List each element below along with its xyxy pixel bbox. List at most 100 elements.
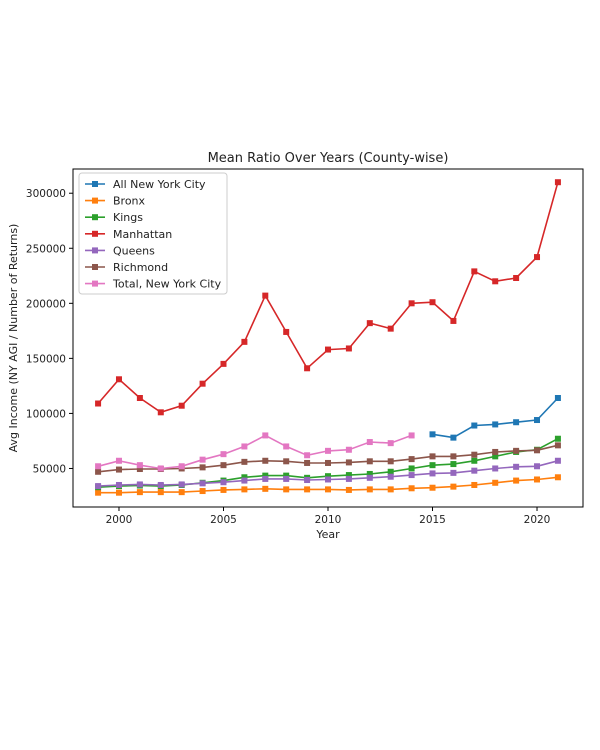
data-point — [492, 278, 499, 285]
legend-label: All New York City — [113, 178, 206, 191]
data-point — [241, 458, 248, 465]
data-point — [95, 463, 102, 470]
data-point — [366, 470, 373, 477]
data-point — [220, 360, 227, 367]
series-4 — [95, 457, 561, 490]
chart-title: Mean Ratio Over Years (County-wise) — [208, 151, 449, 166]
legend-label: Total, New York City — [112, 278, 222, 291]
data-point — [325, 459, 331, 466]
data-point — [241, 477, 248, 484]
data-point — [345, 345, 352, 352]
data-point — [283, 472, 290, 479]
legend-marker — [92, 214, 98, 221]
data-point — [554, 442, 561, 449]
data-point — [199, 480, 206, 487]
y-tick-label: 50000 — [33, 463, 66, 475]
x-tick-label: 2000 — [106, 514, 133, 526]
data-point — [345, 486, 352, 493]
data-point — [450, 434, 457, 441]
data-point — [554, 457, 561, 464]
data-point — [534, 463, 541, 470]
data-point — [178, 402, 185, 409]
data-point — [304, 477, 311, 484]
data-point — [283, 475, 290, 482]
data-point — [325, 346, 331, 353]
x-tick-label: 2010 — [315, 514, 342, 526]
data-point — [534, 476, 541, 483]
data-point — [178, 481, 185, 488]
y-tick-label: 250000 — [26, 243, 66, 255]
data-point — [262, 432, 269, 439]
data-point — [283, 328, 290, 335]
data-point — [471, 481, 478, 488]
data-point — [115, 481, 122, 488]
data-point — [408, 485, 415, 492]
x-tick-label: 2020 — [524, 514, 551, 526]
data-point — [283, 486, 290, 493]
data-point — [429, 484, 436, 491]
legend-label: Queens — [113, 244, 155, 257]
data-point — [220, 451, 227, 458]
data-point — [262, 472, 269, 479]
data-point — [492, 453, 499, 460]
series-6 — [95, 432, 415, 472]
data-point — [345, 446, 352, 453]
data-point — [534, 417, 541, 424]
data-point — [471, 422, 478, 429]
data-point — [304, 365, 311, 372]
legend-label: Bronx — [113, 195, 146, 208]
data-point — [199, 456, 206, 463]
data-point — [157, 465, 164, 472]
data-point — [429, 299, 436, 306]
data-point — [471, 268, 478, 275]
data-point — [513, 419, 520, 426]
data-point — [513, 463, 520, 470]
data-point — [283, 458, 290, 465]
data-point — [115, 489, 122, 496]
legend-label: Manhattan — [113, 228, 172, 241]
data-point — [554, 474, 561, 481]
data-point — [220, 479, 227, 486]
data-point — [241, 474, 248, 481]
data-point — [283, 443, 290, 450]
data-point — [325, 486, 331, 493]
data-point — [554, 179, 561, 186]
data-point — [95, 489, 102, 496]
data-point — [178, 489, 185, 496]
data-point — [345, 475, 352, 482]
legend-marker — [92, 197, 98, 204]
data-point — [387, 440, 394, 447]
data-point — [387, 473, 394, 480]
data-point — [366, 439, 373, 446]
data-point — [262, 485, 269, 492]
data-point — [387, 486, 394, 493]
data-point — [199, 488, 206, 495]
data-point — [304, 452, 311, 459]
x-tick-label: 2015 — [419, 514, 446, 526]
data-point — [325, 473, 331, 480]
data-point — [262, 292, 269, 299]
data-point — [408, 456, 415, 463]
y-tick-label: 200000 — [26, 298, 66, 310]
legend-marker — [92, 264, 98, 270]
data-point — [554, 435, 561, 442]
data-point — [262, 475, 269, 482]
data-point — [345, 472, 352, 479]
data-point — [136, 466, 143, 473]
legend-marker — [92, 280, 98, 287]
data-point — [304, 459, 311, 466]
data-point — [178, 463, 185, 470]
series-layer — [95, 179, 561, 496]
data-point — [471, 451, 478, 458]
series-3 — [95, 179, 561, 416]
data-point — [408, 472, 415, 479]
data-point — [199, 380, 206, 387]
data-point — [450, 469, 457, 476]
data-point — [366, 474, 373, 481]
data-point — [241, 338, 248, 345]
data-point — [241, 443, 248, 450]
data-point — [450, 461, 457, 468]
legend-label: Richmond — [113, 261, 168, 274]
legend: All New York City Bronx Kings Manhattan Quee… — [78, 172, 228, 295]
